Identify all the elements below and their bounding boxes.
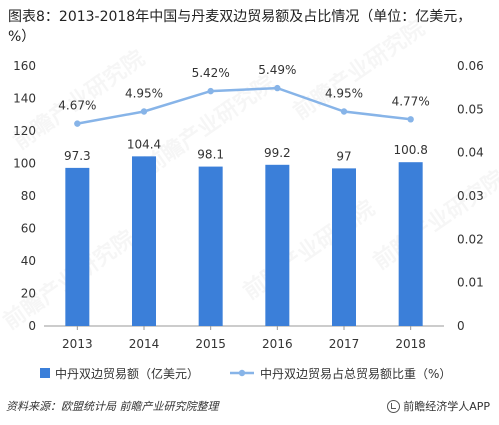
bar-value-label: 98.1 <box>197 148 224 162</box>
line-point <box>140 108 148 115</box>
left-tick-label: 60 <box>21 222 36 236</box>
bar-value-label: 100.8 <box>393 143 427 157</box>
line-point <box>407 116 414 123</box>
x-tick-label: 2015 <box>195 337 226 351</box>
x-tick-label: 2018 <box>395 337 426 351</box>
left-tick-label: 100 <box>13 157 36 171</box>
x-tick-label: 2017 <box>329 337 360 351</box>
bar <box>132 156 156 326</box>
bar-value-label: 104.4 <box>127 137 161 151</box>
line-value-label: 4.95% <box>325 87 363 101</box>
line-point <box>340 108 348 115</box>
legend-line-marker <box>238 369 246 377</box>
line-series <box>74 84 414 127</box>
right-tick-label: 0.01 <box>457 276 484 290</box>
line-path <box>77 86 411 125</box>
bar-value-labels: 97.3 104.4 98.1 99.2 97 100.8 <box>64 137 428 163</box>
watermark-text: 前瞻产业研究院 <box>239 195 380 305</box>
right-tick-label: 0.03 <box>457 189 484 203</box>
x-axis: 2013 2014 2015 2016 2017 2018 <box>62 326 426 351</box>
right-tick-label: 0.06 <box>457 59 484 73</box>
bar <box>265 164 290 326</box>
left-tick-label: 80 <box>21 189 36 203</box>
x-tick-label: 2016 <box>262 337 293 351</box>
line-point <box>74 120 81 127</box>
footer: 资料来源：欧盟统计局 前瞻产业研究院整理 前瞻经济学人APP <box>6 396 492 416</box>
brand: 前瞻经济学人APP <box>387 398 490 414</box>
x-tick-label: 2013 <box>62 337 93 351</box>
bar <box>65 167 90 326</box>
left-tick-label: 120 <box>13 124 36 138</box>
right-tick-label: 0.05 <box>457 102 484 116</box>
legend-line-label: 中丹双边贸易占总贸易额比重（%） <box>260 366 451 381</box>
bar <box>198 166 223 326</box>
left-tick-label: 140 <box>13 92 36 106</box>
left-tick-label: 0 <box>28 319 36 333</box>
brand-logo-icon <box>387 399 401 413</box>
legend-bar-label: 中丹双边贸易额（亿美元） <box>55 366 199 381</box>
line-value-labels: 4.67% 4.95% 5.42% 5.49% 4.95% 4.77% <box>58 63 429 113</box>
right-axis: 0 0.01 0.02 0.03 0.04 0.05 0.06 <box>457 59 484 333</box>
legend: 中丹双边贸易额（亿美元） 中丹双边贸易占总贸易额比重（%） <box>40 366 451 381</box>
line-value-label: 5.42% <box>192 66 230 80</box>
left-tick-label: 160 <box>13 59 36 73</box>
left-tick-label: 40 <box>21 254 36 268</box>
watermark-text: 前瞻产业研究院 <box>289 15 430 125</box>
chart-title: 图表8：2013-2018年中国与丹麦双边贸易额及占比情况（单位：亿美元，%） <box>8 9 472 45</box>
left-tick-label: 20 <box>21 287 36 301</box>
bar-value-label: 97 <box>336 149 351 163</box>
line-point <box>207 87 214 95</box>
source-note: 资料来源：欧盟统计局 前瞻产业研究院整理 <box>6 400 219 413</box>
brand-name: 前瞻经济学人APP <box>403 400 490 413</box>
line-value-label: 4.95% <box>125 87 163 101</box>
bar <box>398 162 423 326</box>
x-tick-label: 2014 <box>129 337 160 351</box>
right-tick-label: 0 <box>457 319 465 333</box>
left-axis: 0 20 40 60 80 100 120 140 160 <box>13 59 36 333</box>
bar <box>332 168 356 326</box>
bar-value-label: 99.2 <box>264 146 291 160</box>
bar-value-label: 97.3 <box>64 149 91 163</box>
line-point <box>274 84 281 92</box>
line-value-label: 4.77% <box>392 94 430 108</box>
legend-bar-swatch <box>40 368 50 378</box>
line-value-label: 4.67% <box>58 99 96 113</box>
right-tick-label: 0.04 <box>457 146 484 160</box>
right-tick-label: 0.02 <box>457 232 484 246</box>
bar-series <box>65 156 423 326</box>
line-value-label: 5.49% <box>258 63 296 77</box>
watermark-text: 前瞻产业研究院 <box>369 165 499 275</box>
